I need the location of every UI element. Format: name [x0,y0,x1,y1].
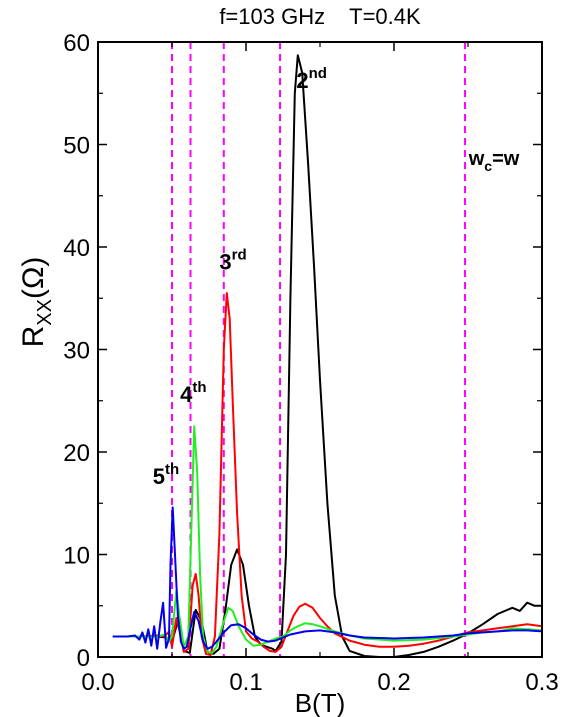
series-line-black [112,54,542,658]
y-tick-label: 40 [63,235,90,262]
y-tick-label: 60 [63,30,90,57]
x-tick-label: 0.2 [377,669,410,696]
chart-title: f=103 GHz T=0.4K [219,4,421,29]
annotation-1: 2nd [296,65,327,93]
x-tick-label: 0.3 [525,669,558,696]
plot-area: 0.0 0.1 0.2 0.3 0 10 20 30 40 50 60 2nd 3rd 4th 5th wc=… [63,30,558,696]
annotation-3: 4th [180,379,206,407]
y-tick-label: 0 [77,645,90,672]
series-line-red [112,292,543,656]
y-axis-title-sub: XX [34,299,56,326]
svg-text:RXX(Ω): RXX(Ω) [17,257,56,348]
x-axis-title: B(T) [295,688,346,717]
series-line-blue [112,506,543,650]
annotation-5: wc=w [468,148,520,174]
annotation-2: 3rd [219,247,246,275]
y-axis-title-main: R [17,326,50,348]
y-tick-label: 30 [63,338,90,365]
y-tick-label: 10 [63,543,90,570]
y-axis-title: RXX(Ω) [17,257,56,348]
y-axis-title-unit: (Ω) [17,257,50,299]
y-tick-label: 50 [63,133,90,160]
plot-frame [97,41,543,658]
x-tick-label: 0.1 [229,669,262,696]
series-line-green [112,425,543,654]
x-tick-label: 0.0 [81,669,114,696]
y-tick-label: 20 [63,440,90,467]
annotation-4: 5th [153,461,179,489]
